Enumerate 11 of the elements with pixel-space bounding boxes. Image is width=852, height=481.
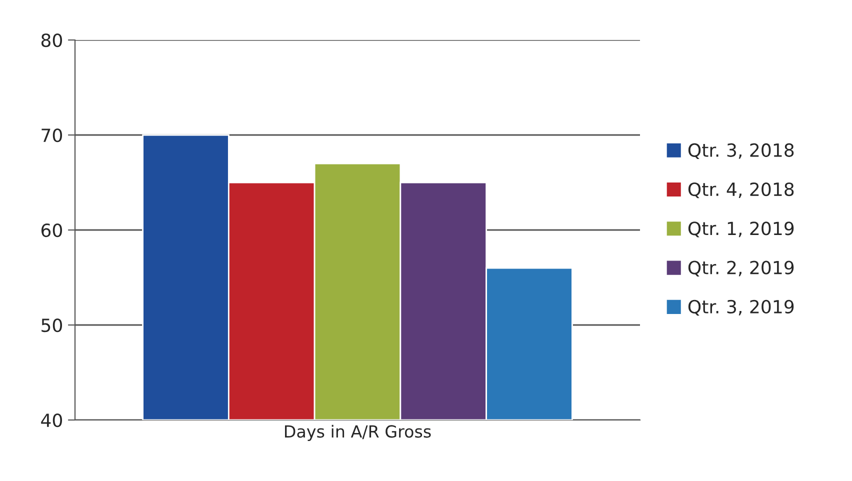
y-tick-label: 70 — [42, 128, 62, 142]
x-tick-label: Days in A/R Gross — [285, 424, 431, 441]
legend-label: Qtr. 1, 2019 — [688, 222, 794, 238]
y-tick-label: 60 — [41, 223, 62, 238]
y-tick-label: 80 — [41, 33, 62, 48]
legend-label: Qtr. 2, 2019 — [688, 260, 794, 276]
y-tick-label: 40 — [41, 413, 62, 428]
y-tick-label: 50 — [42, 318, 62, 332]
legend-label: Qtr. 3, 2018 — [688, 143, 794, 160]
legend-label: Qtr. 4, 2018 — [688, 182, 794, 198]
legend-label: Qtr. 3, 2019 — [688, 300, 794, 316]
